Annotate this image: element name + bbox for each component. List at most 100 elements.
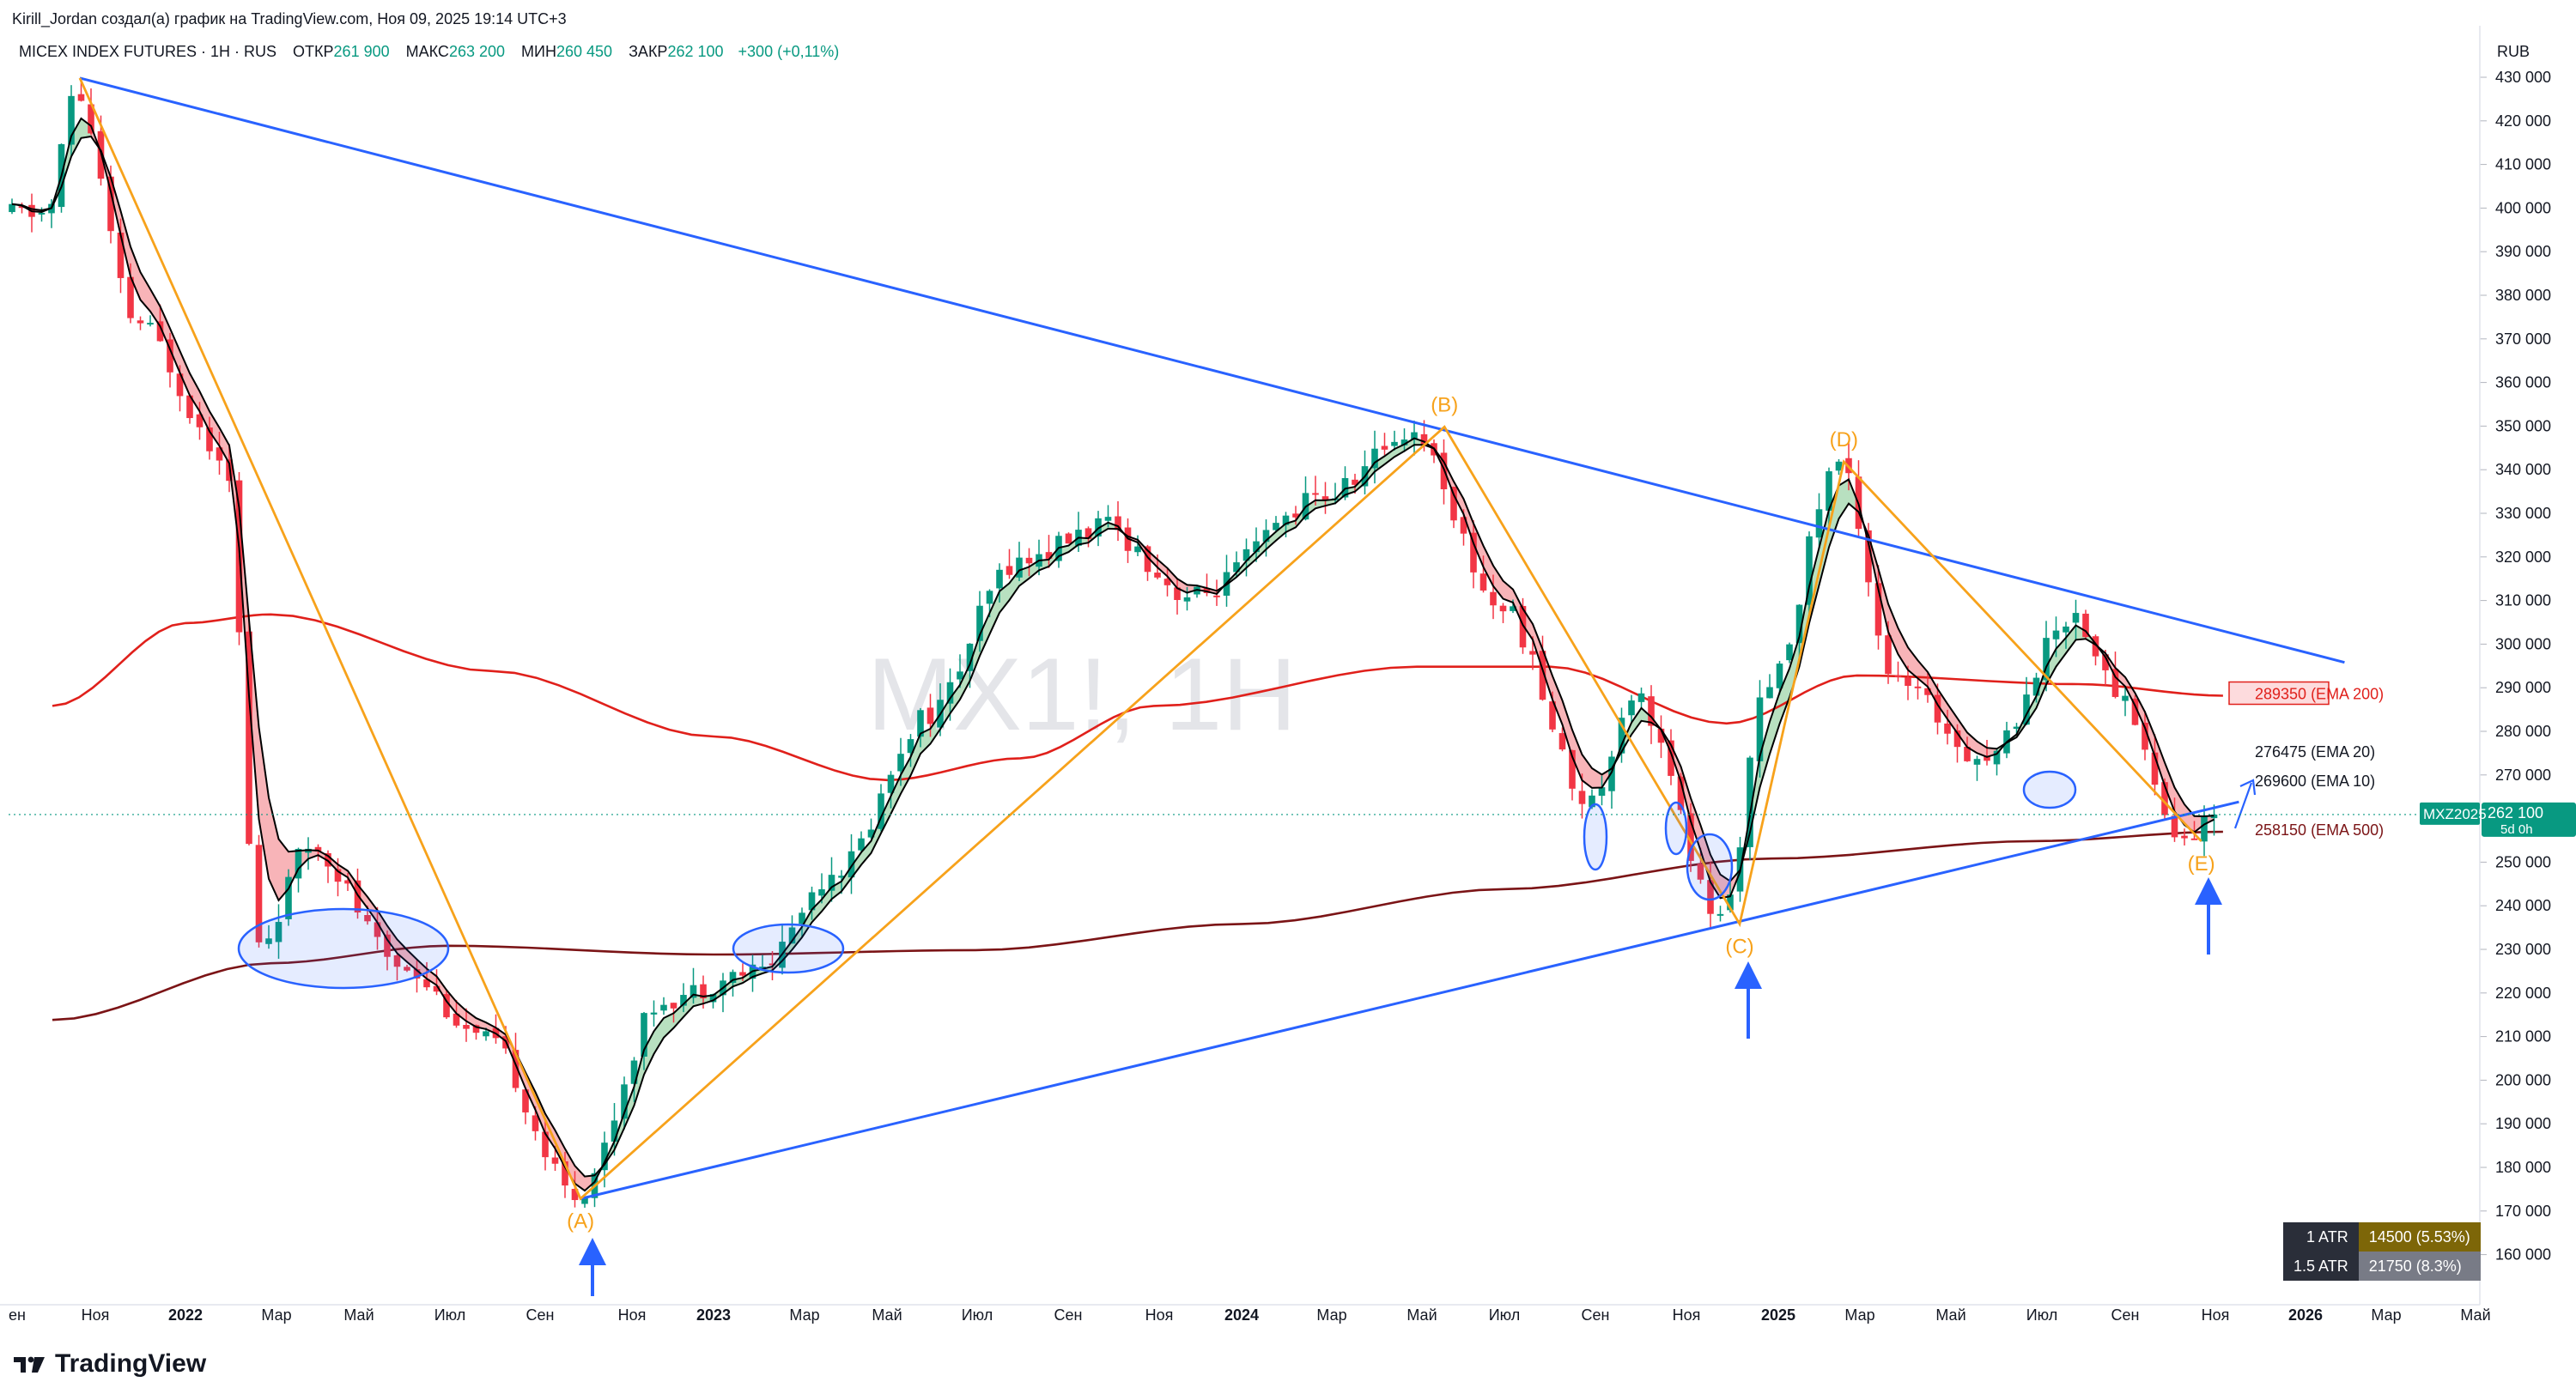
candle [621,1076,628,1130]
price-tick-label: 180 000 [2495,1159,2551,1176]
trendline-lower[interactable] [580,800,2239,1200]
tradingview-logo[interactable]: TradingView [14,1349,206,1379]
ribbon-bear-segment [210,411,220,446]
time-tick-label: Мар [1844,1306,1874,1324]
candle [1786,642,1793,664]
candle [1104,505,1112,528]
ribbon-bear-segment [131,246,141,300]
candle [1371,430,1378,484]
ribbon-bear-segment [1957,718,1967,748]
time-axis[interactable]: ен Ноя 2022 Мар Май Июл Сен Ноя 2023 Мар Май Июл Сен… [0,1304,2491,1324]
candle [1984,739,1990,766]
candle [1391,430,1398,451]
ribbon-bull-segment [1770,692,1780,755]
candle [1174,578,1181,615]
candle [1934,683,1941,735]
candle [1835,458,1843,476]
candle [1716,906,1724,922]
candle [423,961,430,991]
high-label: МАКС [405,43,449,60]
candle [907,734,914,767]
ribbon-bull-segment [683,994,694,1017]
low-label: МИН [521,43,556,60]
candle [1352,473,1358,494]
candle [2171,797,2178,842]
candle [1776,660,1783,695]
ribbon-bear-segment [190,373,200,412]
candle [828,857,835,902]
indicator-label: 276475 (EMA 20) [2255,743,2375,761]
candle [1826,467,1832,525]
support-zone-ellipse[interactable] [1583,803,1608,871]
ema500-line [52,830,2223,1021]
support-zone-ellipse[interactable] [2022,770,2077,809]
time-tick-label: Мар [789,1306,819,1324]
candle [897,737,904,786]
high-value: 263 200 [448,43,506,60]
ribbon-bear-segment [1552,676,1563,725]
change-value: +300 (+0,11%) [738,43,840,60]
support-zone-ellipse[interactable] [237,907,450,990]
trendline-upper[interactable] [79,76,2345,664]
price-tick-label: 350 000 [2495,417,2551,434]
ribbon-bear-segment [1700,825,1710,882]
time-tick-label: Июл [1489,1306,1521,1324]
support-zone-ellipse[interactable] [1664,801,1688,856]
ribbon-bull-segment [1394,444,1405,458]
candle [1025,548,1033,577]
atr-label: 1 ATR [2283,1222,2359,1252]
ribbon-bear-segment [397,939,407,962]
candle [9,198,15,215]
ribbon-bull-segment [802,909,812,938]
ribbon-bear-segment [565,1149,575,1184]
candle [1756,680,1764,778]
time-tick-label: 2022 [168,1306,203,1324]
ribbon-bull-segment [2066,625,2076,654]
candle [1766,674,1773,699]
time-tick-label: Май [2460,1306,2490,1324]
wave-label: (D) [1830,428,1858,452]
symbol-name[interactable]: MICEX INDEX FUTURES · 1H · RUS [19,43,277,60]
time-tick-label: Мар [2371,1306,2401,1324]
support-zone-ellipse[interactable] [732,923,845,974]
candle [1944,709,1951,745]
candle [917,707,924,748]
ribbon-bull-segment [71,118,82,157]
elliott-zigzag[interactable] [78,77,2202,1201]
candle [393,954,401,981]
ribbon-bear-segment [160,306,170,349]
candle [384,930,391,971]
time-tick-label: Мар [1316,1306,1346,1324]
atr-table: 1 ATR 14500 (5.53%) 1.5 ATR 21750 (8.3%) [2283,1222,2481,1281]
time-tick-label: Ноя [1145,1306,1174,1324]
price-axis[interactable]: RUB 430 000 420 000 410 000 400 000 390 000 38… [2480,43,2576,1264]
price-tick-label: 170 000 [2495,1203,2551,1220]
price-tick-label: 370 000 [2495,330,2551,348]
candle [660,997,667,1015]
price-tick-label: 320 000 [2495,549,2551,566]
ribbon-bull-segment [960,664,970,700]
ribbon-bull-segment [822,887,832,912]
currency-label: RUB [2497,43,2530,60]
candle [1016,542,1023,581]
support-zone-ellipse[interactable] [1686,833,1734,901]
candle [799,907,805,938]
time-tick-label: Май [343,1306,374,1324]
candle [1242,538,1250,577]
atr-value: 14500 (5.53%) [2358,1222,2481,1252]
candle [1292,506,1299,525]
candle [1795,603,1803,659]
price-tick-label: 420 000 [2495,112,2551,130]
candle [1894,661,1902,682]
candle [1806,531,1813,623]
ribbon-bear-segment [199,391,210,432]
time-tick-label: Сен [526,1306,555,1324]
candle [2131,694,2139,726]
time-tick-label: 2023 [696,1306,731,1324]
time-tick-label: Сен [1582,1306,1610,1324]
time-tick-label: ен [9,1306,26,1324]
candle [2151,734,2159,796]
close-label: ЗАКР [629,43,668,60]
candle [1618,707,1625,763]
